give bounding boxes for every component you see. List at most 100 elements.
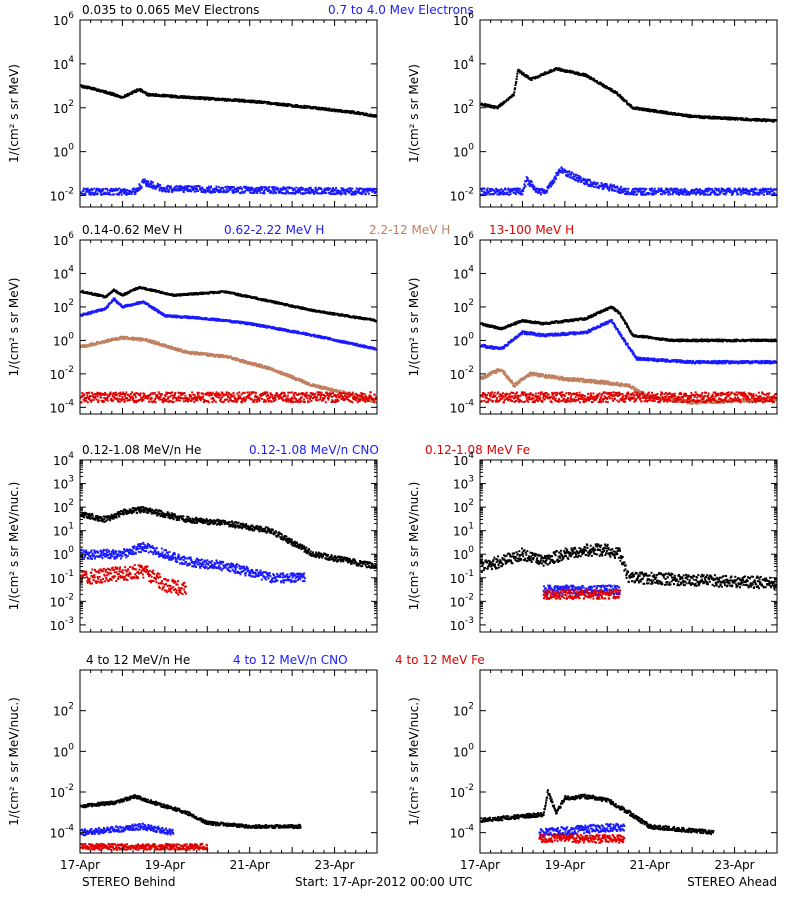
data-point	[197, 190, 199, 192]
data-point	[347, 188, 349, 190]
data-point	[97, 192, 99, 194]
data-point	[277, 187, 279, 189]
data-point	[527, 75, 529, 77]
plot-frame	[480, 20, 777, 207]
data-point	[533, 186, 535, 188]
data-point	[183, 191, 185, 193]
y-tick-label: 104	[53, 55, 74, 72]
legend-entry: 4 to 12 MeV/n CNO	[233, 653, 348, 667]
data-point	[487, 187, 489, 189]
data-point	[168, 191, 170, 193]
data-point	[222, 187, 224, 189]
data-point	[661, 193, 663, 195]
data-point	[732, 193, 734, 195]
tick-exponent: 0	[68, 143, 74, 153]
data-point	[295, 187, 297, 189]
data-point	[218, 186, 220, 188]
data-point	[648, 192, 650, 194]
data-point	[633, 193, 635, 195]
data-point	[241, 188, 243, 190]
data-point	[106, 188, 108, 190]
data-point	[676, 193, 678, 195]
data-point	[321, 188, 323, 190]
data-point	[170, 186, 172, 188]
data-point	[168, 189, 170, 191]
data-point	[259, 190, 261, 192]
data-point	[287, 191, 289, 193]
tick-exponent: 2	[68, 99, 74, 109]
data-point	[190, 190, 192, 192]
data-point	[540, 193, 542, 195]
series-points	[80, 178, 377, 196]
data-point	[109, 194, 111, 196]
data-point	[210, 185, 212, 187]
data-point	[516, 73, 518, 75]
data-point	[695, 194, 697, 196]
data-point	[375, 188, 377, 190]
data-point	[619, 190, 621, 192]
data-point	[625, 188, 627, 190]
data-point	[332, 191, 334, 193]
data-point	[628, 188, 630, 190]
tick-base: 10	[453, 146, 468, 160]
tick-base: 10	[50, 190, 65, 204]
data-point	[768, 188, 770, 190]
data-point	[609, 188, 611, 190]
data-point	[645, 188, 647, 190]
data-point	[308, 190, 310, 192]
legend-entry: 0.7 to 4.0 Mev Electrons	[328, 3, 474, 17]
data-point	[758, 194, 760, 196]
tick-exponent: 0	[468, 143, 474, 153]
data-point	[562, 172, 564, 174]
data-point	[484, 188, 486, 190]
tick-base: 10	[53, 14, 68, 28]
data-point	[351, 188, 353, 190]
legend-entry: 2.2-12 MeV H	[369, 223, 450, 237]
tick-exponent: 4	[68, 55, 74, 65]
data-point	[636, 193, 638, 195]
data-point	[572, 173, 574, 175]
data-point	[147, 181, 149, 183]
data-point	[343, 189, 345, 191]
legend-entry: 0.12-1.08 MeV Fe	[425, 443, 530, 457]
data-point	[171, 191, 173, 193]
data-point	[304, 193, 306, 195]
data-point	[756, 189, 758, 191]
data-point	[268, 186, 270, 188]
data-point	[682, 193, 684, 195]
data-point	[597, 182, 599, 184]
data-point	[263, 191, 265, 193]
data-point	[584, 178, 586, 180]
data-point	[569, 171, 571, 173]
data-point	[640, 188, 642, 190]
y-tick-label: 104	[453, 55, 474, 72]
data-point	[667, 194, 669, 196]
data-point	[214, 191, 216, 193]
data-point	[335, 187, 337, 189]
data-point	[586, 183, 588, 185]
data-point	[490, 190, 492, 192]
legend-entry: 0.12-1.08 MeV/n CNO	[249, 443, 379, 457]
data-point	[570, 174, 572, 176]
data-point	[668, 191, 670, 193]
data-point	[521, 193, 523, 195]
data-point	[515, 84, 517, 86]
data-point	[341, 192, 343, 194]
series-points	[80, 84, 377, 117]
legend-entry: 0.14-0.62 MeV H	[82, 223, 182, 237]
data-point	[485, 192, 487, 194]
data-point	[669, 193, 671, 195]
data-point	[481, 190, 483, 192]
tick-exponent: -2	[465, 187, 474, 197]
data-point	[224, 186, 226, 188]
data-point	[519, 188, 521, 190]
data-point	[261, 189, 263, 191]
data-point	[550, 185, 552, 187]
data-point	[233, 186, 235, 188]
data-point	[531, 181, 533, 183]
data-point	[91, 189, 93, 191]
data-point	[349, 192, 351, 194]
data-point	[706, 194, 708, 196]
